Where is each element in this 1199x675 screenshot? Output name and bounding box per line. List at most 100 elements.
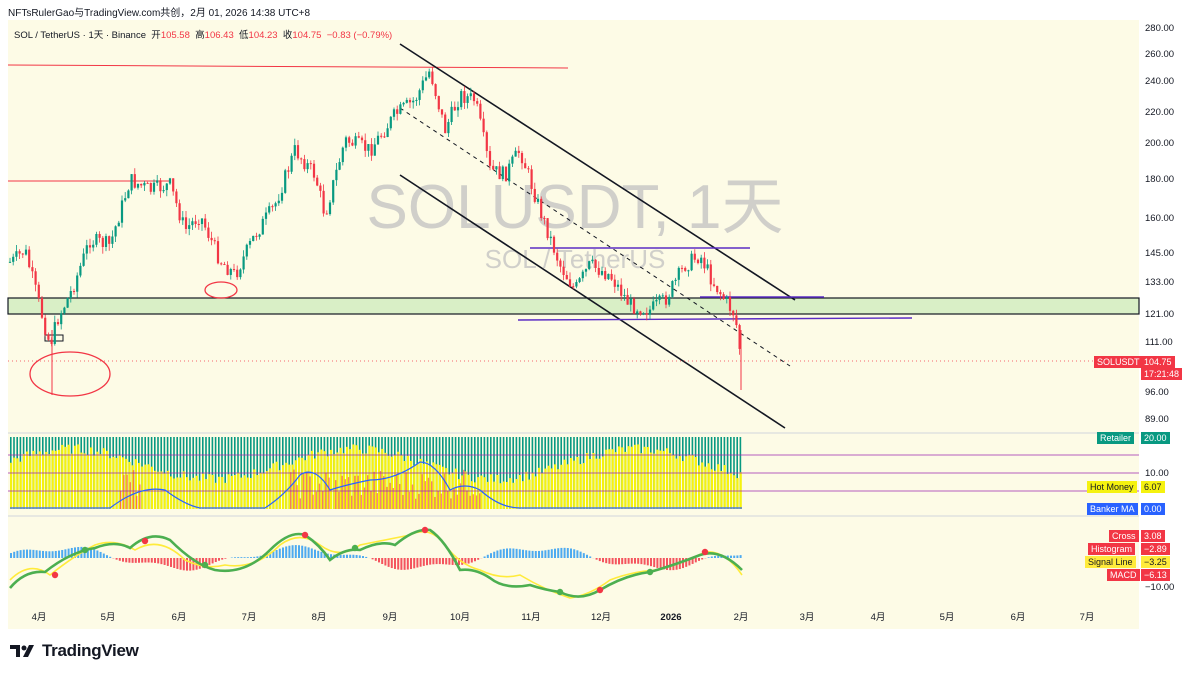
candle-body	[290, 155, 293, 172]
hot-money-bar	[304, 460, 307, 509]
candle-body	[488, 151, 492, 166]
candle-body	[296, 145, 300, 159]
banker-bar	[370, 490, 372, 509]
hot-money-bar	[48, 454, 51, 509]
macd-histogram-bar	[237, 557, 240, 558]
hot-money-bar	[605, 449, 608, 509]
signal-line-value: −3.25	[1141, 556, 1170, 568]
macd-histogram-bar	[570, 548, 572, 558]
hot-money-bar	[269, 468, 272, 509]
candle-body	[312, 163, 316, 178]
candle-body	[578, 278, 581, 283]
banker-bar	[459, 483, 462, 509]
candle-body	[645, 313, 648, 315]
hot-money-bar	[733, 475, 736, 509]
candle-body	[136, 183, 140, 188]
macd-histogram-bar	[416, 558, 419, 568]
price-axis[interactable]: 280.00 260.00 240.00 220.00 200.00 180.00 160.…	[1145, 23, 1174, 593]
banker-bar	[338, 491, 340, 509]
macd-histogram-bar	[109, 556, 112, 558]
candle-body	[572, 286, 575, 288]
macd-histogram-bar	[406, 558, 409, 570]
banker-bar	[437, 490, 439, 509]
time-tick-1: 5月	[101, 612, 116, 623]
candle-body	[700, 257, 703, 264]
macd-histogram-bar	[682, 558, 684, 569]
drawings-layer[interactable]	[7, 43, 1140, 429]
candle-body	[15, 251, 18, 257]
hot-money-bar	[570, 457, 573, 509]
macd-cross-dot	[701, 548, 709, 556]
macd-histogram-bar	[522, 549, 524, 558]
macd-histogram-bar	[496, 550, 499, 558]
hot-money-bar	[496, 474, 499, 509]
macd-histogram-bar	[525, 550, 528, 558]
banker-bar	[309, 476, 311, 509]
hot-money-bar	[714, 470, 717, 509]
macd-histogram-bar	[595, 558, 598, 560]
hot-money-bar	[106, 450, 109, 509]
candle-body	[133, 174, 136, 188]
macd-value: −6.13	[1141, 569, 1170, 581]
time-axis[interactable]: 4月 5月 6月 7月 8月 9月 10月 11月 12月 2026 2月 3月 4月 5月 6月 7月	[32, 612, 1095, 623]
candle-body	[732, 310, 735, 316]
macd-histogram-bar	[374, 558, 377, 561]
candle-body	[396, 109, 399, 114]
plot-area[interactable]	[8, 20, 1139, 629]
time-tick-11: 3月	[800, 612, 815, 623]
hot-money-bar	[410, 460, 413, 509]
macd-histogram-bar	[157, 558, 160, 564]
candle-body	[293, 145, 296, 156]
hot-money-bar	[477, 477, 480, 509]
candle-body	[175, 191, 178, 204]
macd-histogram-bar	[246, 557, 249, 558]
hot-money-bar	[394, 455, 397, 509]
candle-body	[508, 163, 511, 182]
macd-histogram-bar	[582, 553, 585, 558]
macd-histogram-bar	[314, 549, 316, 558]
candle-body	[623, 294, 626, 296]
candle-body	[476, 101, 479, 104]
candle-body	[408, 99, 412, 103]
candle-body	[680, 267, 684, 269]
legend-low-value: 104.23	[248, 30, 278, 41]
hot-money-bar	[294, 460, 297, 509]
candle-body	[213, 240, 216, 242]
macd-indicator	[8, 515, 1139, 599]
time-tick-2: 6月	[172, 612, 187, 623]
candle-body	[559, 260, 562, 267]
hot-money-bar	[608, 449, 611, 509]
candle-body	[460, 91, 463, 108]
legend-low-label: 低	[239, 30, 249, 41]
candle-body	[424, 77, 428, 81]
macd-histogram-bar	[429, 558, 432, 565]
candle-body	[248, 241, 252, 245]
hot-money-bar	[419, 458, 422, 509]
hot-money-bar	[589, 458, 592, 509]
macd-histogram-bar	[93, 549, 96, 558]
hot-money-bar	[246, 477, 249, 509]
candle-body	[264, 212, 268, 219]
tradingview-logo[interactable]: TradingView	[10, 641, 139, 661]
candle-body	[72, 290, 76, 292]
banker-bar	[293, 469, 295, 509]
macd-histogram-bar	[128, 558, 131, 563]
hot-money-bar	[70, 453, 73, 509]
candle-body	[258, 234, 261, 237]
candle-body	[287, 170, 290, 172]
macd-histogram-bar	[691, 558, 694, 564]
candle-body	[472, 93, 476, 102]
hot-money-bar	[720, 471, 723, 509]
hot-money-bar	[275, 461, 278, 509]
symbol-legend[interactable]: SOL / TetherUS · 1天 · Binance 开105.58 高1…	[14, 27, 392, 41]
price-label-countdown: 17:21:48	[1141, 368, 1183, 380]
candle-body	[405, 99, 408, 103]
candle-body	[540, 198, 543, 219]
tradingview-brand: TradingView	[42, 641, 139, 660]
hot-money-bar	[128, 461, 131, 509]
hot-money-bar	[480, 475, 483, 509]
candle-body	[703, 257, 706, 269]
hot-money-bar	[502, 481, 505, 509]
macd-histogram-bar	[563, 547, 566, 558]
